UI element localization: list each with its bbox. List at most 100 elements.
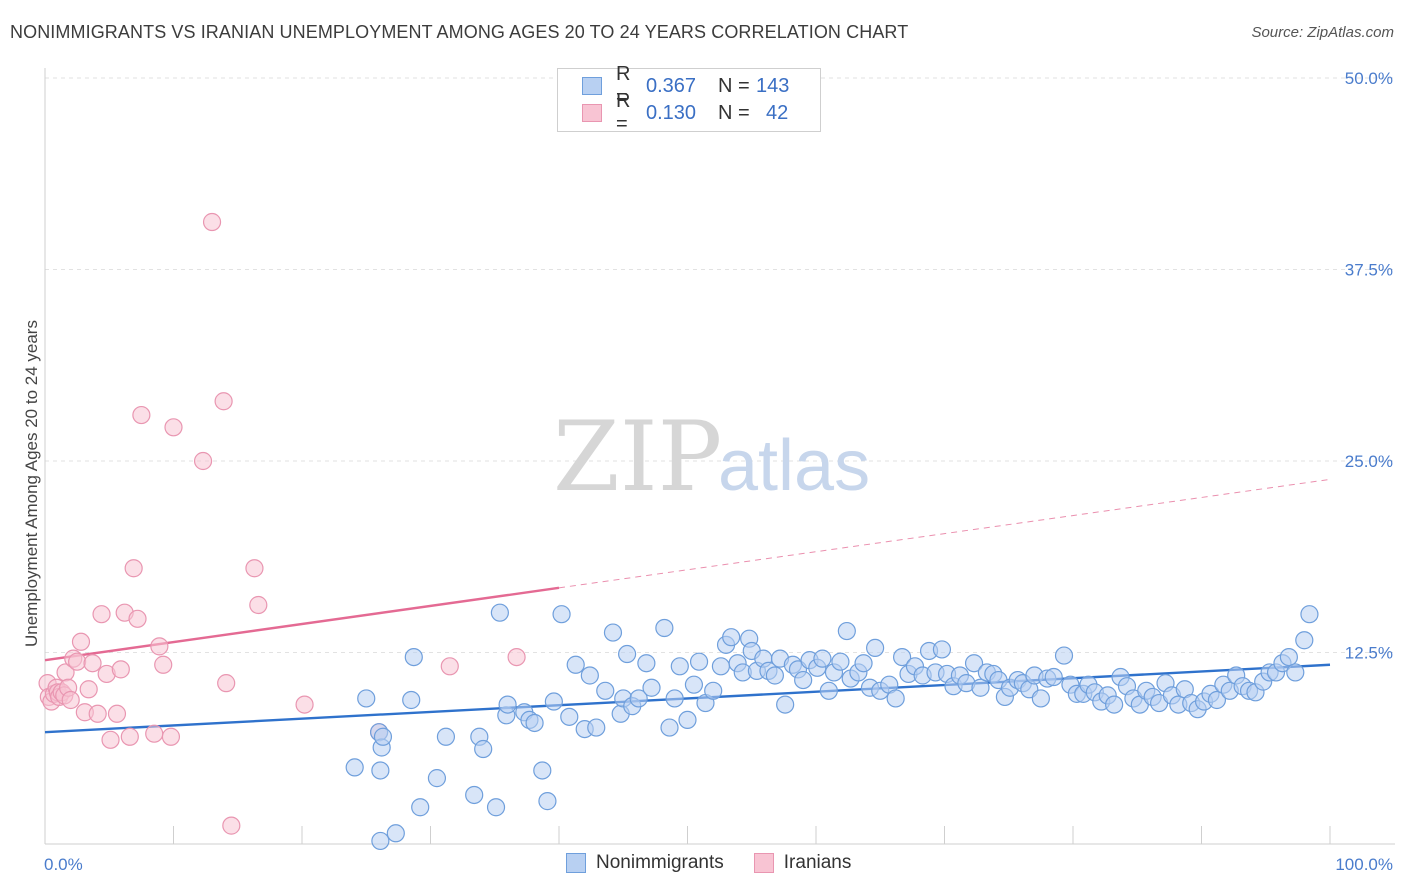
legend-label-nonimmigrants: Nonimmigrants: [596, 852, 724, 873]
legend-n-value: 42: [766, 101, 789, 124]
nonimmigrants-point: [794, 670, 813, 690]
axes: [44, 68, 1395, 845]
legend-r-value: 0.367: [646, 74, 697, 97]
iranians-point: [120, 727, 139, 746]
nonimmigrants-point: [665, 689, 684, 708]
x-tick-labels: 0.0% 100.0%: [44, 855, 1393, 874]
nonimmigrants-point: [971, 678, 990, 697]
legend-swatch-iranians: [753, 853, 774, 873]
nonimmigrants-point: [404, 647, 423, 667]
watermark: ZIP atlas: [553, 401, 870, 513]
legend-swatch-blue: [582, 77, 602, 95]
iranians-point: [128, 609, 147, 628]
iranians-point: [71, 632, 91, 651]
legend-r-label: R =: [616, 90, 631, 135]
trend-line-iranians: [44, 586, 560, 662]
nonimmigrants-point: [474, 739, 493, 759]
legend-r-value: 0.130: [646, 101, 697, 124]
iranians-point: [88, 704, 107, 723]
iranians-point: [161, 727, 181, 746]
iranians-point: [150, 637, 169, 656]
nonimmigrants-point: [819, 681, 838, 700]
iranians-point: [145, 724, 164, 743]
legend-item-nonimmigrants[interactable]: Nonimmigrants: [566, 852, 724, 874]
chart-title: NONIMMIGRANTS VS IRANIAN UNEMPLOYMENT AM…: [10, 22, 909, 42]
nonimmigrants-point: [596, 681, 615, 700]
iranians-point: [193, 451, 213, 471]
nonimmigrants-point: [1286, 663, 1305, 682]
nonimmigrants-point: [566, 655, 585, 674]
legend-item-iranians[interactable]: Iranians: [753, 852, 852, 874]
nonimmigrants-point: [1295, 631, 1314, 650]
nonimmigrants-point: [371, 831, 390, 851]
nonimmigrants-point: [587, 718, 606, 737]
legend-row-iranians: R = 0.130 N = 42: [582, 90, 789, 135]
iranians-point: [92, 605, 111, 624]
nonimmigrants-point: [436, 727, 456, 746]
nonimmigrants-point: [373, 727, 393, 746]
nonimmigrants-point: [345, 758, 364, 777]
iranians-point: [214, 392, 233, 411]
iranians-points: [38, 212, 526, 835]
watermark-zip: ZIP: [553, 401, 722, 513]
nonimmigrants-point: [486, 798, 506, 817]
y-axis-label: Unemployment Among Ages 20 to 24 years: [22, 320, 41, 647]
y-tick-labels: 12.5% 25.0% 37.5% 50.0%: [1345, 69, 1393, 663]
nonimmigrants-point: [765, 666, 784, 685]
iranians-point: [61, 690, 80, 710]
iranians-point: [164, 418, 183, 437]
watermark-atlas: atlas: [718, 426, 870, 506]
nonimmigrants-point: [670, 657, 689, 676]
iranians-point: [249, 595, 268, 615]
correlation-legend: R = 0.367 N = 143 R = 0.130 N = 42: [557, 63, 821, 135]
iranians-point: [202, 212, 222, 232]
iranians-point: [440, 657, 459, 676]
nonimmigrants-point: [618, 644, 637, 664]
nonimmigrants-point: [684, 675, 704, 694]
source-label: Source: ZipAtlas.com: [1251, 24, 1394, 41]
nonimmigrants-point: [854, 654, 873, 673]
nonimmigrants-point: [711, 657, 731, 676]
nonimmigrants-point: [560, 707, 579, 726]
iranians-point: [132, 405, 151, 425]
y-tick-label: 12.5%: [1345, 644, 1393, 663]
nonimmigrants-point: [386, 824, 405, 843]
nonimmigrants-point: [722, 628, 741, 647]
nonimmigrants-point: [525, 713, 544, 733]
iranians-point: [217, 674, 236, 693]
nonimmigrants-point: [1207, 690, 1227, 710]
nonimmigrants-point: [1279, 647, 1298, 667]
nonimmigrants-point: [886, 689, 905, 708]
nonimmigrants-point: [704, 681, 723, 700]
nonimmigrants-point: [465, 785, 484, 805]
iranians-point: [154, 655, 173, 674]
iranians-point: [124, 559, 143, 578]
iranians-point: [101, 730, 120, 749]
legend-label-iranians: Iranians: [783, 852, 852, 873]
nonimmigrants-point: [837, 621, 856, 641]
nonimmigrants-point: [603, 623, 623, 642]
nonimmigrants-point: [552, 605, 571, 624]
nonimmigrants-point: [678, 710, 697, 730]
nonimmigrants-point: [427, 769, 447, 788]
nonimmigrants-point: [544, 692, 563, 711]
nonimmigrants-point: [1054, 646, 1074, 665]
series-legend: Nonimmigrants Iranians: [566, 852, 881, 874]
nonimmigrants-point: [813, 649, 832, 668]
nonimmigrants-point: [637, 654, 656, 673]
legend-r-label: R =: [616, 63, 631, 108]
nonimmigrants-points: [345, 603, 1319, 851]
nonimmigrants-point: [831, 652, 850, 671]
iranians-point: [83, 654, 102, 673]
nonimmigrants-point: [964, 654, 984, 673]
iranians-point: [68, 652, 87, 671]
nonimmigrants-point: [660, 718, 679, 737]
x-tick-label: 100.0%: [1335, 855, 1393, 874]
nonimmigrants-point: [490, 603, 509, 622]
legend-swatch-pink: [582, 104, 602, 122]
iranians-point: [222, 816, 241, 835]
legend-row-nonimmigrants: R = 0.367 N = 143: [582, 63, 789, 108]
y-tick-label: 25.0%: [1345, 452, 1393, 471]
nonimmigrants-point: [411, 798, 430, 817]
